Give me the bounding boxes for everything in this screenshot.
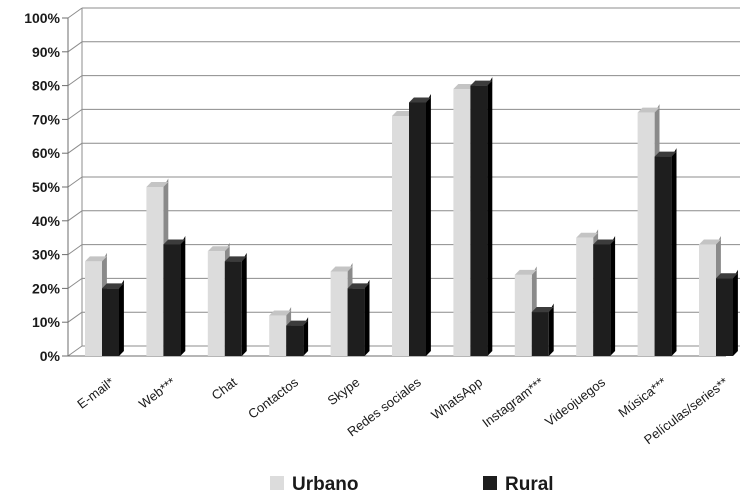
x-tick-label: Skype [325,374,363,408]
gridline-depth [67,7,83,19]
legend-label-rural: Rural [505,474,554,493]
gridline-depth [67,311,83,323]
bar-rural [102,279,124,356]
gridline-depth [67,108,83,120]
bar-rural [716,269,738,356]
bar-rural [470,77,493,356]
bar-rural [593,235,616,356]
legend-swatch-urbano [270,476,284,490]
gridline-depth [67,244,83,256]
y-tick-label: 60% [32,145,61,161]
x-tick-label: Chat [209,374,240,403]
y-tick-label: 50% [32,179,61,195]
bar-rural [224,252,247,356]
x-tick-label: Contactos [245,374,301,422]
bar-rural [163,235,186,356]
gridline-depth [67,277,83,289]
x-tick-label: Música*** [615,374,669,420]
y-tick-label: 90% [32,44,61,60]
bar-rural [347,279,370,356]
bars [85,77,738,357]
gridline-depth [67,345,83,357]
x-tick-label: Instagram*** [479,374,546,430]
x-tick-label: Videojuegos [542,374,608,429]
y-tick-label: 70% [32,111,61,127]
bar-rural [531,303,554,356]
legend: Urbano Rural [270,474,554,493]
gridline-depth [67,41,83,53]
bar-rural [286,317,309,356]
x-tick-label: Web*** [136,374,178,411]
legend-swatch-rural [483,476,497,490]
y-tick-label: 0% [40,348,61,364]
x-tick-label: E-mail* [74,374,116,411]
gridline-depth [67,176,83,188]
gridline-depth [67,210,83,222]
y-tick-label: 100% [24,10,60,26]
y-tick-labels: 0% 10% 20% 30% 40% 50% 60% 70% 80% 90% 100% [24,10,60,364]
gridline-depth [67,75,83,87]
bar-rural [654,148,677,356]
y-tick-label: 20% [32,280,61,296]
y-tick-label: 30% [32,247,61,263]
y-tick-label: 10% [32,314,61,330]
y-tick-label: 40% [32,213,61,229]
x-tick-label: WhatsApp [428,374,485,422]
gridline-depth [67,142,83,154]
bar-rural [409,94,431,356]
y-tick-label: 80% [32,78,61,94]
legend-label-urbano: Urbano [292,474,359,493]
